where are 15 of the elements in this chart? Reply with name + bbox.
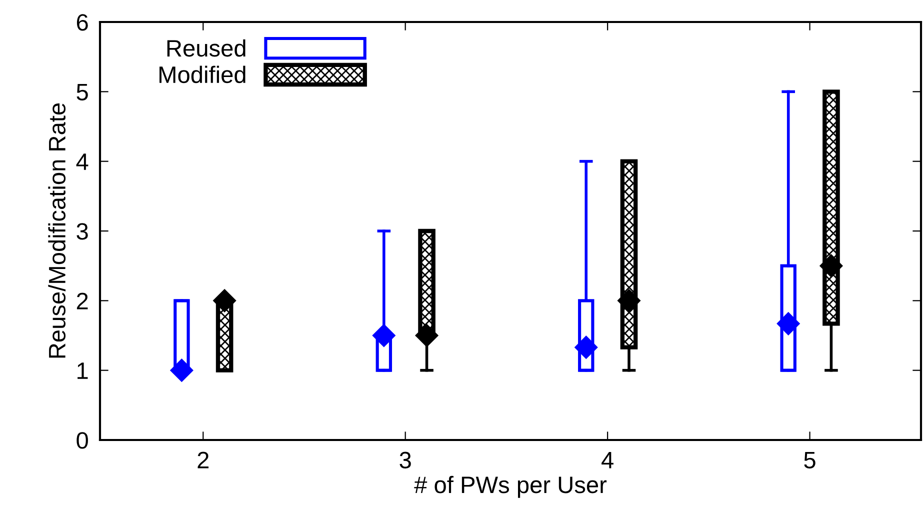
x-axis-title: # of PWs per User: [414, 476, 607, 498]
x-tick-label: 2: [198, 452, 209, 468]
y-tick-label: 3: [76, 223, 88, 240]
y-axis-title: Reuse/Modification Rate: [48, 103, 66, 358]
y-tick-label: 4: [76, 154, 88, 170]
x-tick-label: 3: [400, 452, 411, 468]
y-tick-label: 0: [76, 432, 88, 449]
x-tick-label: 4: [602, 452, 614, 468]
legend-label: Modified: [160, 66, 246, 84]
legend-label: Reused: [167, 39, 246, 57]
y-tick-label: 6: [76, 14, 88, 31]
y-tick-label: 1: [78, 362, 88, 379]
y-tick-label: 2: [76, 292, 88, 310]
x-tick-label: 5: [804, 452, 816, 468]
y-tick-label: 5: [76, 84, 88, 100]
